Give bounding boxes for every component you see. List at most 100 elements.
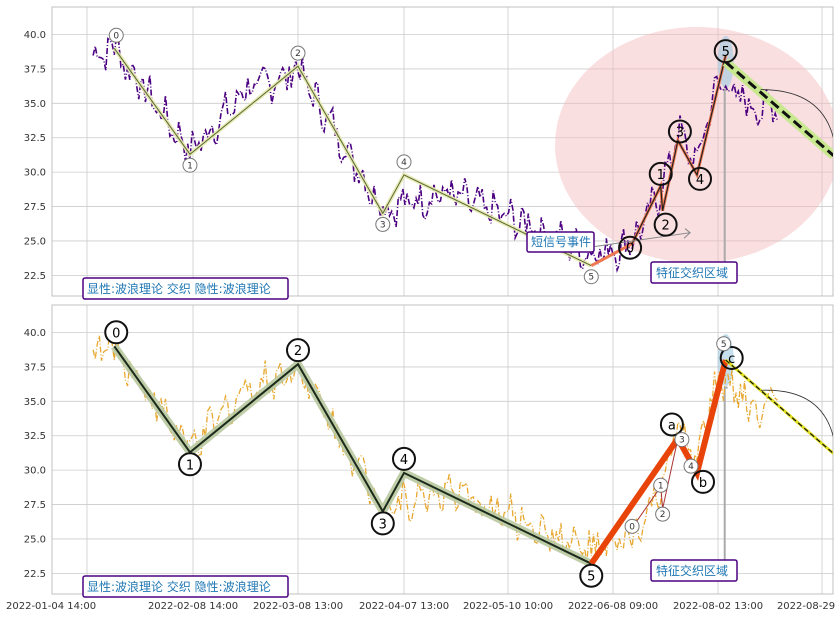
y-tick-label: 30.0 xyxy=(24,466,46,477)
y-tick-label: 32.5 xyxy=(24,133,46,144)
x-tick-label: 2022-08-02 13:00 xyxy=(673,601,763,612)
wave-point-marker xyxy=(370,511,395,536)
minor-label: 2 xyxy=(660,510,666,520)
top-panel: 22.5 25.0 27.5 30.0 32.5 35.0 37.5 40.0 0 1 2 3 4 5 0 1… xyxy=(24,6,834,300)
wave-point-marker xyxy=(108,27,124,43)
wave-point-label: 4 xyxy=(401,158,407,168)
interweave-region xyxy=(555,27,833,263)
region-box xyxy=(650,559,738,582)
wave-point-marker xyxy=(375,216,391,232)
wave-point-label: 3 xyxy=(379,517,387,532)
projection-marker xyxy=(618,235,643,260)
projection-marker xyxy=(653,212,678,237)
x-tick-label: 2022-03-08 13:00 xyxy=(253,601,343,612)
correction-label: a xyxy=(668,418,676,433)
legend-box xyxy=(82,277,289,300)
projection-marker xyxy=(648,161,673,186)
projection-label: 2 xyxy=(661,219,669,234)
y-tick-label: 32.5 xyxy=(24,431,46,442)
minor-label: 0 xyxy=(629,522,635,532)
correction-line xyxy=(588,359,729,566)
legend-box xyxy=(82,575,289,598)
wave-point-marker xyxy=(104,320,129,345)
projection-label: 4 xyxy=(696,173,704,188)
wave-point-label: 5 xyxy=(587,570,595,585)
projection-label: 5 xyxy=(722,45,730,60)
minor-label: 4 xyxy=(688,462,694,472)
wave-point-label: 0 xyxy=(113,31,119,41)
y-tick-label: 30.0 xyxy=(24,168,46,179)
correction-marker xyxy=(691,469,715,494)
projection-label: 0 xyxy=(626,242,634,257)
y-tick-label: 35.0 xyxy=(24,397,46,408)
legend-text: 显性:波浪理论 交织 隐性:波浪理论 xyxy=(87,281,271,296)
event-box xyxy=(526,231,595,253)
minor-marker xyxy=(653,477,669,493)
minor-marker xyxy=(683,458,699,474)
wave-point-label: 1 xyxy=(187,161,193,171)
projection-start xyxy=(590,242,633,268)
wave-point-marker xyxy=(579,563,604,588)
y-tick-label: 37.5 xyxy=(24,362,46,373)
minor-label: 3 xyxy=(679,436,685,446)
x-axis: 2022-01-04 14:00 2022-02-08 14:00 2022-03-… xyxy=(6,601,839,612)
price-line xyxy=(92,325,778,565)
wave-point-label: 5 xyxy=(588,273,594,283)
region-box xyxy=(650,261,738,284)
wave-point-label: 1 xyxy=(186,458,194,473)
wave-line xyxy=(113,48,592,267)
x-tick-label: 2022-02-08 14:00 xyxy=(148,601,238,612)
x-tick-label: 2022-05-10 10:00 xyxy=(463,601,553,612)
wave-point-label: 3 xyxy=(380,220,386,230)
projection-label: 3 xyxy=(676,125,684,140)
minor-label: 5 xyxy=(721,340,727,350)
y-tick-label: 22.5 xyxy=(24,271,46,282)
y-tick-label: 35.0 xyxy=(24,99,46,110)
region-label: 特征交织区域 xyxy=(656,265,728,280)
y-tick-label: 25.0 xyxy=(24,236,46,247)
y-tick-label: 22.5 xyxy=(24,569,46,580)
correction-marker xyxy=(659,412,684,437)
wave-point-marker xyxy=(182,157,198,173)
wave-point-marker xyxy=(290,45,306,61)
x-tick-label: 2022-06-08 09:00 xyxy=(568,601,658,612)
projection-inner xyxy=(631,55,727,244)
correction-marker xyxy=(719,346,744,371)
wave-point-label: 0 xyxy=(112,326,120,341)
minor-marker xyxy=(674,432,690,448)
projection-marker xyxy=(688,166,712,191)
wave-point-label: 2 xyxy=(294,344,302,359)
wave-line xyxy=(113,345,592,565)
minor-marker xyxy=(655,506,671,522)
x-tick-label: 2022-04-07 13:00 xyxy=(359,601,449,612)
minor-marker xyxy=(716,336,732,352)
wave-point-label: 2 xyxy=(295,49,301,59)
y-tick-label: 25.0 xyxy=(24,534,46,545)
x-tick-label: 2022-08-29 09:00 xyxy=(777,601,839,612)
plot-area xyxy=(92,325,833,568)
price-line xyxy=(92,33,779,274)
event-arrow xyxy=(594,228,692,247)
y-tick-label: 27.5 xyxy=(24,202,46,213)
wave-point-label: 4 xyxy=(400,453,408,468)
projection-marker xyxy=(667,119,692,144)
wave-point-marker xyxy=(392,446,416,471)
projection-marker xyxy=(713,39,738,64)
forecast-line xyxy=(724,60,833,157)
x-tick-label: 2022-01-04 14:00 xyxy=(6,601,96,612)
forecast-band xyxy=(724,358,833,455)
minor-marker xyxy=(624,518,640,534)
projection-label: 1 xyxy=(657,168,665,183)
minor-wave xyxy=(631,438,679,529)
forecast-arc xyxy=(760,389,833,438)
region-label: 特征交织区域 xyxy=(656,563,728,578)
y-tick-label: 40.0 xyxy=(24,30,46,41)
wave-point-marker xyxy=(177,452,202,477)
wave-point-marker xyxy=(286,338,310,363)
event-label: 短信号事件 xyxy=(531,235,591,249)
bottom-panel: 22.5 25.0 27.5 30.0 32.5 35.0 37.5 40.0 0 1 2 3 4 5 a b… xyxy=(24,304,834,598)
wave-point-marker xyxy=(583,269,599,285)
correction-label: b xyxy=(699,476,707,491)
minor-label: 1 xyxy=(658,481,664,491)
